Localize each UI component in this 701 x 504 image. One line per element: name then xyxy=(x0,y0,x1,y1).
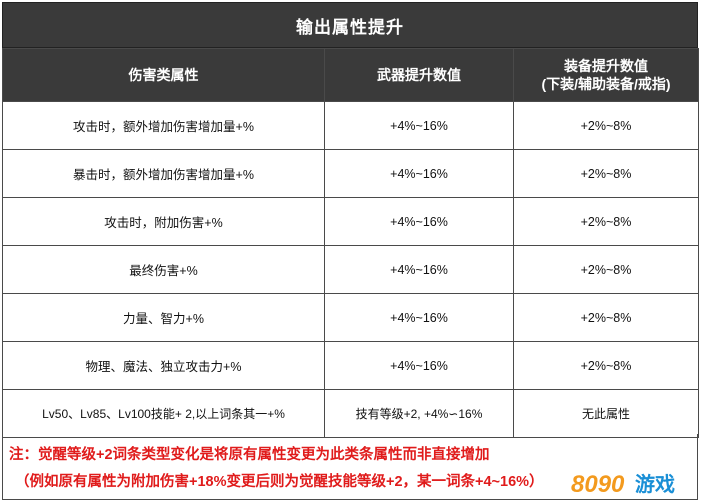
cell-weapon: 技有等级+2, +4%∽16% xyxy=(324,389,514,438)
cell-gear: 无此属性 xyxy=(513,389,699,438)
logo-number: 8090 xyxy=(571,471,625,498)
header-gear-bonus: 装备提升数值 (下装/辅助装备/戒指) xyxy=(513,48,699,102)
header-damage-attr: 伤害类属性 xyxy=(2,48,325,102)
cell-attr: 物理、魔法、独立攻击力+% xyxy=(2,341,325,390)
cell-attr: Lv50、Lv85、Lv100技能+ 2,以上词条其一+% xyxy=(2,389,325,438)
cell-gear: +2%~8% xyxy=(513,149,699,198)
cell-weapon: +4%~16% xyxy=(324,149,514,198)
header-gear-bonus-line1: 装备提升数值 xyxy=(564,58,648,74)
table-row: 物理、魔法、独立攻击力+% +4%~16% +2%~8% xyxy=(2,341,699,390)
header-row: 伤害类属性 武器提升数值 装备提升数值 (下装/辅助装备/戒指) xyxy=(2,48,699,102)
table-row: 攻击时，额外增加伤害增加量+% +4%~16% +2%~8% xyxy=(2,101,699,150)
header-weapon-bonus: 武器提升数值 xyxy=(324,48,514,102)
cell-attr: 暴击时，额外增加伤害增加量+% xyxy=(2,149,325,198)
cell-weapon: +4%~16% xyxy=(324,101,514,150)
table-row: 力量、智力+% +4%~16% +2%~8% xyxy=(2,293,699,342)
cell-weapon: +4%~16% xyxy=(324,341,514,390)
footnote: 注：觉醒等级+2词条类型变化是将原有属性变更为此类条属性而非直接增加 （例如原有… xyxy=(2,434,698,500)
cell-gear: +2%~8% xyxy=(513,101,699,150)
cell-attr: 攻击时，额外增加伤害增加量+% xyxy=(2,101,325,150)
logo-mark: 8090 游戏 xyxy=(571,471,675,498)
cell-attr: 攻击时，附加伤害+% xyxy=(2,197,325,246)
cell-gear: +2%~8% xyxy=(513,293,699,342)
cell-gear: +2%~8% xyxy=(513,197,699,246)
logo-text: 游戏 xyxy=(635,472,675,496)
footnote-line1: 注：觉醒等级+2词条类型变化是将原有属性变更为此类条属性而非直接增加 xyxy=(9,447,490,463)
cell-gear: +2%~8% xyxy=(513,341,699,390)
cell-attr: 力量、智力+% xyxy=(2,293,325,342)
table-row: Lv50、Lv85、Lv100技能+ 2,以上词条其一+% 技有等级+2, +4… xyxy=(2,389,699,438)
footnote-line2: （例如原有属性为附加伤害+18%变更后则为觉醒技能等级+2，某一词条+4~16%… xyxy=(15,474,544,490)
attribute-grid: 伤害类属性 武器提升数值 装备提升数值 (下装/辅助装备/戒指) 攻击时，额外增… xyxy=(2,48,699,438)
table-title: 输出属性提升 xyxy=(2,2,698,48)
table-row: 暴击时，额外增加伤害增加量+% +4%~16% +2%~8% xyxy=(2,149,699,198)
header-gear-bonus-line2: (下装/辅助装备/戒指) xyxy=(541,76,671,92)
table-row: 最终伤害+% +4%~16% +2%~8% xyxy=(2,245,699,294)
cell-gear: +2%~8% xyxy=(513,245,699,294)
cell-weapon: +4%~16% xyxy=(324,245,514,294)
cell-weapon: +4%~16% xyxy=(324,197,514,246)
table-row: 攻击时，附加伤害+% +4%~16% +2%~8% xyxy=(2,197,699,246)
cell-attr: 最终伤害+% xyxy=(2,245,325,294)
cell-weapon: +4%~16% xyxy=(324,293,514,342)
site-logo: 8090 游戏 xyxy=(571,468,693,498)
